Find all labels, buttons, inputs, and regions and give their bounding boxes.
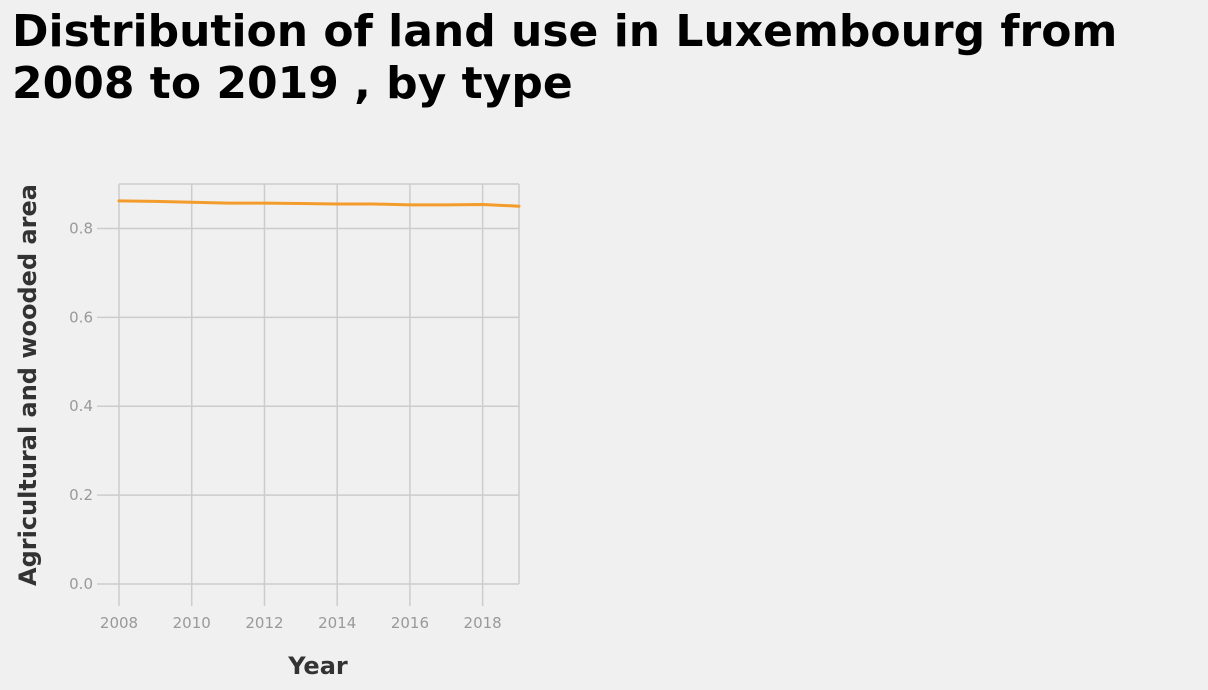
y-tick-label: 0.2 xyxy=(69,486,93,504)
y-axis-ticks: 0.0 0.2 0.4 0.6 0.8 xyxy=(69,219,119,593)
y-tick-label: 0.6 xyxy=(69,308,93,326)
x-tick-label: 2010 xyxy=(173,614,211,632)
x-axis-label: Year xyxy=(287,652,348,680)
x-tick-label: 2012 xyxy=(245,614,283,632)
x-tick-label: 2008 xyxy=(100,614,138,632)
y-axis-label: Agricultural and wooded area xyxy=(14,184,42,586)
x-axis-ticks: 2008 2010 2012 2014 2016 2018 xyxy=(100,584,502,632)
x-tick-label: 2016 xyxy=(391,614,429,632)
y-tick-label: 0.8 xyxy=(69,219,93,237)
series-layer xyxy=(117,199,521,208)
grid xyxy=(118,183,520,585)
series-line xyxy=(117,199,521,208)
x-tick-label: 2018 xyxy=(464,614,502,632)
chart-title: Distribution of land use in Luxembourg f… xyxy=(12,6,1118,109)
y-tick-label: 0.0 xyxy=(69,575,93,593)
x-tick-label: 2014 xyxy=(318,614,356,632)
y-tick-label: 0.4 xyxy=(69,397,93,415)
